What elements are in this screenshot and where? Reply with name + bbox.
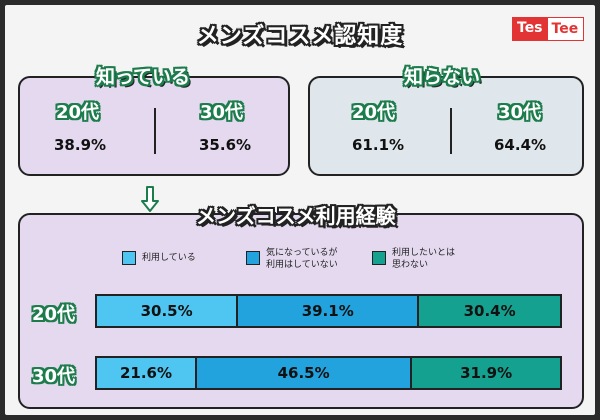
unknown-value-30: 64.4% xyxy=(494,136,547,154)
bar-label-20: 20代 xyxy=(32,304,76,325)
testee-logo: Tes Tee xyxy=(512,17,585,41)
know-value-30: 35.6% xyxy=(199,136,252,154)
know-title: 知っている xyxy=(96,66,191,88)
bar-segment-interested: 46.5% xyxy=(197,358,413,388)
bar-label-30: 30代 xyxy=(32,366,76,387)
down-arrow-icon xyxy=(141,186,159,212)
unknown-divider xyxy=(450,108,452,154)
logo-part-2: Tee xyxy=(546,17,585,41)
bar-segment-not-wanting: 31.9% xyxy=(412,358,560,388)
know-divider xyxy=(154,108,156,154)
know-age-20: 20代 xyxy=(56,102,100,123)
legend-label-not-wanting: 利用したいとは 思わない xyxy=(392,248,456,270)
bar-segment-not-wanting: 30.4% xyxy=(419,296,560,326)
legend-swatch-interested xyxy=(246,251,260,265)
legend-item-not-wanting: 利用したいとは 思わない xyxy=(372,247,455,271)
panel-unknown xyxy=(308,76,584,176)
legend-label-using: 利用している xyxy=(142,253,196,263)
logo-part-1: Tes xyxy=(512,17,547,41)
bar-segment-using: 30.5% xyxy=(97,296,239,326)
stacked-bar-30: 21.6% 46.5% 31.9% xyxy=(95,356,562,390)
know-value-20: 38.9% xyxy=(54,136,107,154)
page-title: メンズコスメ認知度 xyxy=(196,24,404,49)
stacked-bar-20: 30.5% 39.1% 30.4% xyxy=(95,294,562,328)
legend-item-using: 利用している xyxy=(122,251,196,265)
know-age-30: 30代 xyxy=(200,102,244,123)
unknown-title: 知らない xyxy=(404,66,481,88)
legend-label-interested: 気になっているが 利用はしていない xyxy=(266,248,338,270)
legend-item-interested: 気になっているが 利用はしていない xyxy=(246,247,338,271)
legend-swatch-not-wanting xyxy=(372,251,386,265)
legend-swatch-using xyxy=(122,251,136,265)
unknown-age-20: 20代 xyxy=(352,102,396,123)
experience-title: メンズコスメ利用経験 xyxy=(196,204,396,228)
unknown-value-20: 61.1% xyxy=(352,136,405,154)
bar-segment-using: 21.6% xyxy=(97,358,197,388)
unknown-age-30: 30代 xyxy=(498,102,542,123)
bar-segment-interested: 39.1% xyxy=(238,296,420,326)
